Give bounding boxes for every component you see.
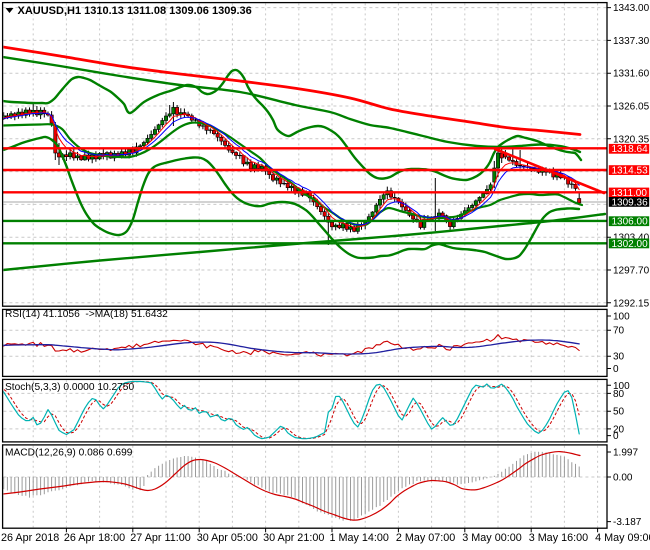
svg-text:1343.00: 1343.00	[613, 3, 650, 14]
svg-text:26 Apr 2018: 26 Apr 2018	[1, 532, 59, 544]
svg-text:1326.05: 1326.05	[613, 102, 650, 113]
svg-text:1292.15: 1292.15	[613, 298, 650, 309]
svg-text:1318.64: 1318.64	[612, 144, 649, 155]
svg-text:1.997: 1.997	[613, 448, 638, 459]
svg-text:1297.70: 1297.70	[613, 266, 650, 277]
svg-text:1320.35: 1320.35	[613, 134, 650, 145]
svg-text:30 Apr 05:00: 30 Apr 05:00	[197, 532, 258, 544]
svg-text:2 May 07:00: 2 May 07:00	[396, 532, 455, 544]
svg-text:3 May 00:00: 3 May 00:00	[462, 532, 521, 544]
svg-text:-3.187: -3.187	[613, 517, 642, 528]
svg-text:1306.00: 1306.00	[612, 217, 649, 228]
svg-text:1311.00: 1311.00	[612, 188, 648, 199]
svg-text:0: 0	[613, 431, 619, 442]
svg-text:30 Apr 21:00: 30 Apr 21:00	[263, 532, 324, 544]
svg-text:1 May 14:00: 1 May 14:00	[330, 532, 389, 544]
svg-text:1309.36: 1309.36	[612, 197, 649, 208]
svg-text:100: 100	[613, 312, 630, 323]
svg-text:80: 80	[613, 389, 625, 400]
svg-text:27 Apr 11:00: 27 Apr 11:00	[130, 532, 190, 544]
svg-text:26 Apr 18:00: 26 Apr 18:00	[64, 532, 125, 544]
svg-text:4 May 09:00: 4 May 09:00	[595, 532, 650, 544]
svg-text:1337.30: 1337.30	[613, 36, 650, 47]
svg-text:Stoch(5,3,3) 0.0000 10.2750: Stoch(5,3,3) 0.0000 10.2750	[5, 382, 134, 393]
svg-text:1302.00: 1302.00	[612, 239, 649, 250]
svg-text:30: 30	[613, 352, 625, 363]
svg-text:0.00: 0.00	[613, 473, 633, 484]
svg-text:70: 70	[613, 326, 625, 337]
svg-text:1331.60: 1331.60	[613, 69, 650, 80]
svg-text:1314.53: 1314.53	[612, 166, 649, 177]
svg-text:RSI(14) 41.1056 ->MA(18) 51.6: RSI(14) 41.1056 ->MA(18) 51.6432	[5, 309, 168, 320]
svg-text:100: 100	[613, 381, 630, 392]
svg-text:XAUUSD,H1 1310.13 1311.08 130: XAUUSD,H1 1310.13 1311.08 1309.06 1309.3…	[18, 5, 252, 17]
svg-text:MACD(12,26,9) 0.086 0.699: MACD(12,26,9) 0.086 0.699	[5, 448, 133, 459]
svg-text:1303.40: 1303.40	[613, 233, 650, 244]
svg-text:0: 0	[613, 364, 619, 375]
svg-text:3 May 16:00: 3 May 16:00	[529, 532, 588, 544]
svg-text:50: 50	[613, 407, 625, 418]
svg-text:20: 20	[613, 424, 625, 435]
